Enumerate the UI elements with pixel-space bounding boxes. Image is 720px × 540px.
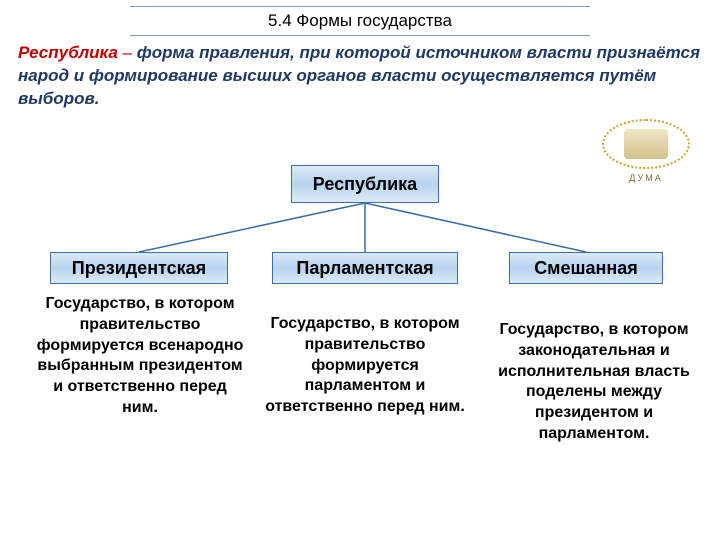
- desc-mixed: Государство, в котором законодательная и…: [482, 320, 706, 445]
- duma-emblem: ДУМА: [592, 112, 700, 190]
- desc-parliamentary: Государство, в котором правительство фор…: [258, 314, 472, 418]
- header-bar: 5.4 Формы государства: [130, 6, 590, 36]
- page-title: 5.4 Формы государства: [268, 11, 452, 31]
- desc-presidential: Государство, в котором правительство фор…: [34, 294, 246, 419]
- node-mixed: Смешанная: [509, 252, 663, 284]
- emblem-label: ДУМА: [629, 173, 662, 183]
- definition-block: Республика – форма правления, при которо…: [18, 42, 702, 111]
- definition-dash: –: [118, 43, 137, 62]
- node-root: Республика: [291, 165, 439, 203]
- emblem-oval: [602, 119, 690, 169]
- node-parliamentary: Парламентская: [272, 252, 458, 284]
- definition-term: Республика: [18, 43, 118, 62]
- node-presidential: Президентская: [50, 252, 228, 284]
- emblem-building-icon: [624, 129, 668, 159]
